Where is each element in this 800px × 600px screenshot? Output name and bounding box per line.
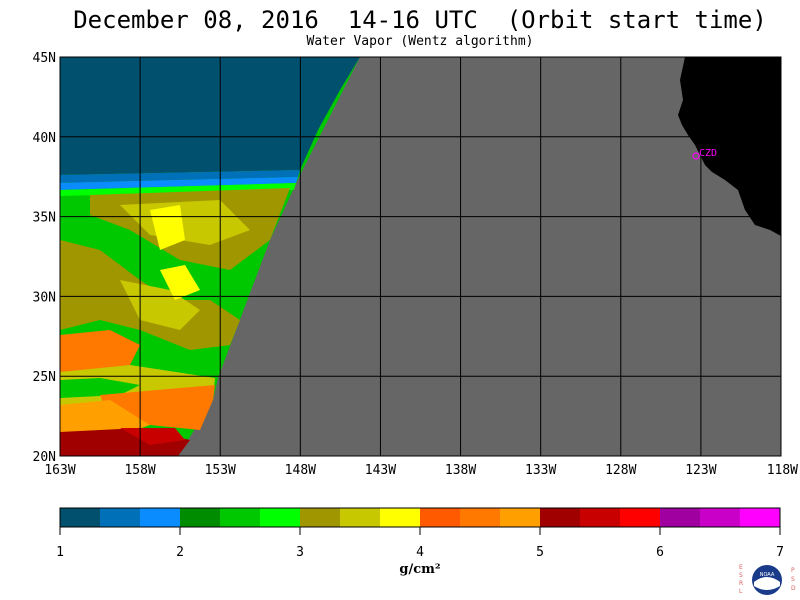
colorbar-bin — [540, 508, 580, 527]
colorbar-bin — [220, 508, 260, 527]
lat-tick-label: 35N — [33, 211, 56, 226]
swath-band-light-blue — [60, 177, 298, 190]
colorbar-bin — [340, 508, 380, 527]
plume-yellow-mid — [160, 265, 200, 300]
page-title: December 08, 2016 14-16 UTC (Orbit start… — [73, 6, 767, 34]
logo-center-text: NOAA — [760, 572, 775, 578]
colorbar-tick-label: 1 — [56, 545, 64, 560]
map-border — [59, 56, 782, 457]
lon-tick-label: 148W — [285, 463, 316, 478]
page-subtitle: Water Vapor (Wentz algorithm) — [306, 34, 534, 49]
colorbar-bin — [100, 508, 140, 527]
colorbar-bin — [140, 508, 180, 527]
colorbar-bin — [60, 508, 100, 527]
colorbar-tick-label: 6 — [656, 545, 664, 560]
logo-letter-p: P — [791, 567, 795, 574]
swath-band-blue — [60, 170, 300, 183]
colorbar-bin — [380, 508, 420, 527]
colorbar-bin — [700, 508, 740, 527]
colorbar-bin — [460, 508, 500, 527]
swath-low-vapor-band — [60, 57, 360, 175]
lon-tick-label: 123W — [685, 463, 716, 478]
colorbar-bin — [300, 508, 340, 527]
lon-tick-label: 118W — [767, 463, 798, 478]
swath-band-bright-green — [60, 183, 296, 196]
logo-letter-e: E — [739, 564, 743, 571]
logo-letter-r: R — [739, 580, 743, 587]
colorbar-tick-label: 5 — [536, 545, 544, 560]
logo-letter-l: L — [739, 588, 743, 595]
plume-south-red — [120, 428, 185, 445]
lat-tick-label: 40N — [33, 131, 56, 146]
colorbar-bin — [580, 508, 620, 527]
lon-tick-label: 153W — [205, 463, 236, 478]
colorbar-tick-label: 2 — [176, 545, 184, 560]
lon-tick-label: 163W — [44, 463, 75, 478]
lon-tick-label: 133W — [525, 463, 556, 478]
lat-tick-label: 45N — [33, 51, 56, 66]
colorbar-bin — [660, 508, 700, 527]
colorbar-bin — [740, 508, 780, 527]
lon-tick-label: 158W — [124, 463, 155, 478]
noaa-seal-wave — [754, 577, 780, 590]
lat-lon-grid — [60, 57, 781, 456]
noaa-logo: E S R L NOAA P S D — [739, 564, 796, 595]
colorbar-bin — [500, 508, 540, 527]
station-label: CZD — [699, 148, 717, 159]
colorbar-tick-label: 3 — [296, 545, 304, 560]
colorbar-tick-label: 7 — [776, 545, 784, 560]
map-area — [60, 57, 781, 456]
station-marker-icon — [692, 152, 700, 160]
latitude-labels: 45N 40N 35N 30N 25N 20N — [33, 51, 56, 465]
logo-letter-d: D — [791, 585, 796, 592]
land-north-america — [678, 57, 781, 236]
colorbar — [59, 507, 781, 528]
plume-south-amber — [60, 400, 150, 435]
lat-tick-label: 25N — [33, 370, 56, 385]
plume-orange-west — [60, 330, 140, 372]
logo-letter-s2: S — [791, 576, 795, 583]
colorbar-bin — [180, 508, 220, 527]
plume-south-green — [60, 378, 140, 398]
colorbar-ticks: 1 2 3 4 5 6 7 — [56, 527, 784, 560]
longitude-labels: 163W 158W 153W 148W 143W 138W 133W 128W 123W 118W — [44, 463, 798, 478]
lon-tick-label: 138W — [445, 463, 476, 478]
lon-tick-label: 143W — [365, 463, 396, 478]
lat-tick-label: 30N — [33, 290, 56, 305]
lon-tick-label: 128W — [605, 463, 636, 478]
lat-tick-label: 20N — [33, 450, 56, 465]
colorbar-bin — [620, 508, 660, 527]
colorbar-bin — [260, 508, 300, 527]
colorbar-bin — [420, 508, 460, 527]
colorbar-unit: g/cm² — [399, 562, 441, 577]
logo-letter-s: S — [739, 572, 743, 579]
colorbar-tick-label: 4 — [416, 545, 424, 560]
